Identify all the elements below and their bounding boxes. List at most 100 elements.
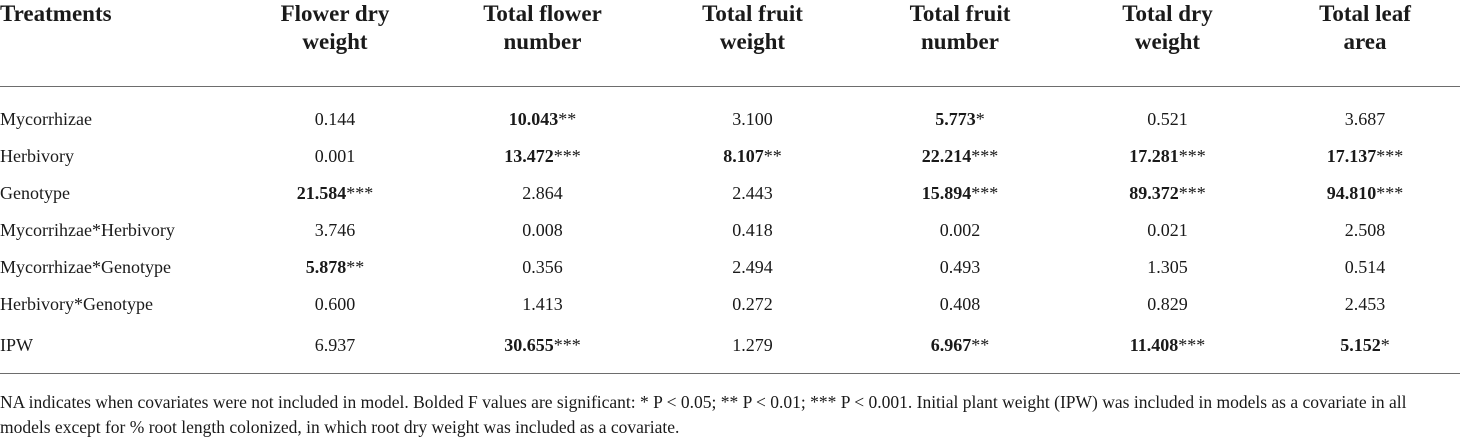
table-cell: 8.107** [650, 138, 855, 175]
f-value: 0.829 [1147, 294, 1188, 314]
table-cell: 6.967** [855, 323, 1065, 374]
row-label: Mycorrihzae*Herbivory [0, 220, 175, 240]
results-table: Treatments Flower dry weight Total flowe… [0, 0, 1460, 374]
table-cell: 1.305 [1065, 249, 1270, 286]
f-value: 5.773 [935, 109, 976, 129]
row-label: Mycorrhizae*Genotype [0, 257, 171, 277]
header-line1: Total flower [483, 1, 602, 26]
significance-stars: *** [1178, 183, 1206, 203]
f-value: 0.002 [939, 220, 981, 240]
header-line1: Total fruit [702, 1, 803, 26]
table-row: Mycorrihzae*Herbivory 3.746 0.008 0.418 0.00… [0, 212, 1460, 249]
table-cell: 6.937 [235, 323, 435, 374]
significance-stars: * [1380, 334, 1390, 355]
table-cell: 0.001 [235, 138, 435, 175]
table-row: IPW 6.937 30.655*** 1.279 6.967** 11.408*** 5.… [0, 323, 1460, 374]
f-value: 0.493 [939, 257, 981, 277]
row-label: Herbivory [0, 146, 74, 166]
header-line1: Total dry [1122, 1, 1213, 26]
f-value: 0.514 [1344, 257, 1386, 277]
f-value: 21.584 [296, 183, 347, 203]
header-line2: number [503, 29, 582, 54]
row-label: Genotype [0, 183, 70, 203]
f-value: 2.494 [732, 257, 773, 277]
significance-stars: ** [971, 334, 990, 355]
table-cell: 15.894*** [855, 175, 1065, 212]
f-value: 0.356 [522, 257, 563, 277]
table-cell: 22.214*** [855, 138, 1065, 175]
table-cell: 2.864 [435, 175, 650, 212]
significance-stars: *** [553, 334, 581, 355]
f-value: 30.655 [504, 334, 554, 355]
f-value: 5.152 [1340, 334, 1381, 355]
f-value: 11.408 [1129, 334, 1179, 355]
table-cell: 94.810*** [1270, 175, 1460, 212]
column-header-total-dry-weight: Total dry weight [1065, 0, 1270, 87]
table-cell: 1.279 [650, 323, 855, 374]
f-value: 3.687 [1344, 109, 1386, 129]
table-cell: 2.508 [1270, 212, 1460, 249]
f-value: 0.600 [314, 294, 356, 314]
table-row: Genotype 21.584*** 2.864 2.443 15.894*** 89.3… [0, 175, 1460, 212]
table-cell: 13.472*** [435, 138, 650, 175]
table-cell: 2.443 [650, 175, 855, 212]
table-cell: 0.600 [235, 286, 435, 323]
row-label: IPW [0, 334, 33, 355]
table-row: Herbivory*Genotype 0.600 1.413 0.272 0.408 0.… [0, 286, 1460, 323]
significance-stars: *** [1376, 146, 1404, 166]
f-value: 0.418 [732, 220, 773, 240]
significance-stars: *** [971, 146, 999, 166]
table-cell: 0.418 [650, 212, 855, 249]
f-value: 89.372 [1129, 183, 1179, 203]
row-label: Herbivory*Genotype [0, 294, 153, 314]
f-value: 2.508 [1344, 220, 1386, 240]
f-value: 13.472 [504, 146, 554, 166]
f-value: 10.043 [508, 109, 559, 129]
f-value: 3.746 [314, 220, 356, 240]
table-cell: 0.829 [1065, 286, 1270, 323]
table-cell: 0.144 [235, 87, 435, 139]
table-cell: 10.043** [435, 87, 650, 139]
f-value: 15.894 [921, 183, 972, 203]
table-cell: 5.878** [235, 249, 435, 286]
table-cell: 3.687 [1270, 87, 1460, 139]
f-value: 3.100 [732, 109, 773, 129]
f-value: 1.305 [1147, 257, 1188, 277]
table-cell: 17.137*** [1270, 138, 1460, 175]
header-line1: Total leaf [1319, 1, 1411, 26]
header-line2: weight [1134, 29, 1201, 54]
header-line2: number [921, 29, 999, 54]
f-value: 2.864 [522, 183, 563, 203]
f-value: 0.001 [314, 146, 356, 166]
table-cell: 11.408*** [1065, 323, 1270, 374]
table-row: Mycorrhizae 0.144 10.043** 3.100 5.773* 0.521… [0, 87, 1460, 139]
column-header-total-fruit-weight: Total fruit weight [650, 0, 855, 87]
table-cell: 2.494 [650, 249, 855, 286]
header-line1: Total fruit [909, 1, 1011, 26]
f-value: 6.937 [314, 334, 356, 355]
table-body: Mycorrhizae 0.144 10.043** 3.100 5.773* 0.521… [0, 87, 1460, 374]
column-header-flower-dry-weight: Flower dry weight [235, 0, 435, 87]
table-cell: 5.152* [1270, 323, 1460, 374]
table-cell: 5.773* [855, 87, 1065, 139]
column-header-total-leaf-area: Total leaf area [1270, 0, 1460, 87]
significance-stars: *** [1178, 146, 1206, 166]
table-cell: 21.584*** [235, 175, 435, 212]
table-cell: 0.521 [1065, 87, 1270, 139]
table-cell: 3.746 [235, 212, 435, 249]
column-header-treatments: Treatments [0, 0, 235, 87]
f-value: 22.214 [921, 146, 972, 166]
table-footnote: NA indicates when covariates were not in… [0, 391, 1407, 437]
f-value: 0.408 [939, 294, 981, 314]
table-cell: 3.100 [650, 87, 855, 139]
table-cell: 2.453 [1270, 286, 1460, 323]
table-cell: 30.655*** [435, 323, 650, 374]
f-value: 8.107 [723, 146, 764, 166]
header-line1: Flower dry [280, 1, 390, 26]
header-line1: Treatments [0, 1, 112, 26]
table-cell: 1.413 [435, 286, 650, 323]
f-value: 6.967 [930, 334, 972, 355]
header-line2: weight [302, 29, 368, 54]
table-cell: 0.021 [1065, 212, 1270, 249]
table-cell: 0.408 [855, 286, 1065, 323]
